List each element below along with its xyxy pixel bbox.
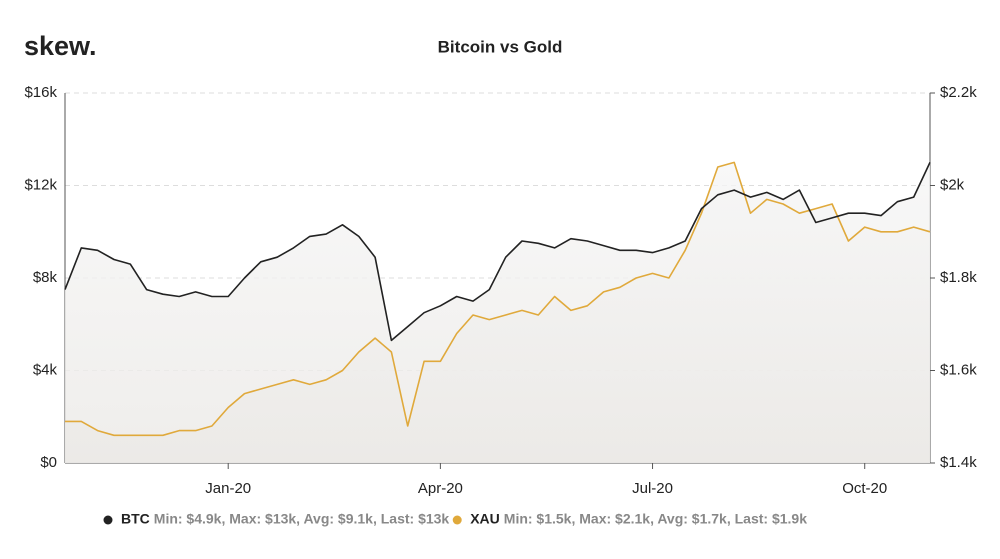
x-tick-label: Oct-20 bbox=[842, 480, 887, 497]
legend-name: BTC bbox=[121, 511, 150, 527]
legend-stats: Min: $1.5k, Max: $2.1k, Avg: $1.7k, Last… bbox=[504, 511, 807, 527]
chart-title: Bitcoin vs Gold bbox=[438, 37, 563, 56]
y2-tick-label: $1.4k bbox=[940, 454, 977, 471]
x-tick-label: Jul-20 bbox=[632, 480, 673, 497]
legend-marker bbox=[103, 515, 113, 525]
line bbox=[64, 162, 931, 342]
y2-tick-label: $2k bbox=[940, 176, 965, 193]
y2-tick-label: $1.8k bbox=[940, 269, 977, 286]
logo: skew. bbox=[24, 31, 97, 61]
legend-stats: Min: $4.9k, Max: $13k, Avg: $9.1k, Last:… bbox=[154, 511, 450, 527]
x-tick-label: Apr-20 bbox=[418, 480, 463, 497]
x-tick-label: Jan-20 bbox=[205, 480, 251, 497]
legend-marker bbox=[452, 515, 462, 525]
y-tick-label: $8k bbox=[33, 269, 58, 286]
y-tick-label: $0 bbox=[40, 454, 57, 471]
area bbox=[65, 162, 930, 463]
y-tick-label: $12k bbox=[24, 176, 57, 193]
y2-tick-label: $2.2k bbox=[940, 84, 977, 101]
legend-name: XAU bbox=[470, 511, 500, 527]
y2-tick-label: $1.6k bbox=[940, 361, 977, 378]
line bbox=[65, 161, 931, 437]
y-tick-label: $16k bbox=[24, 84, 57, 101]
y-tick-label: $4k bbox=[33, 361, 58, 378]
